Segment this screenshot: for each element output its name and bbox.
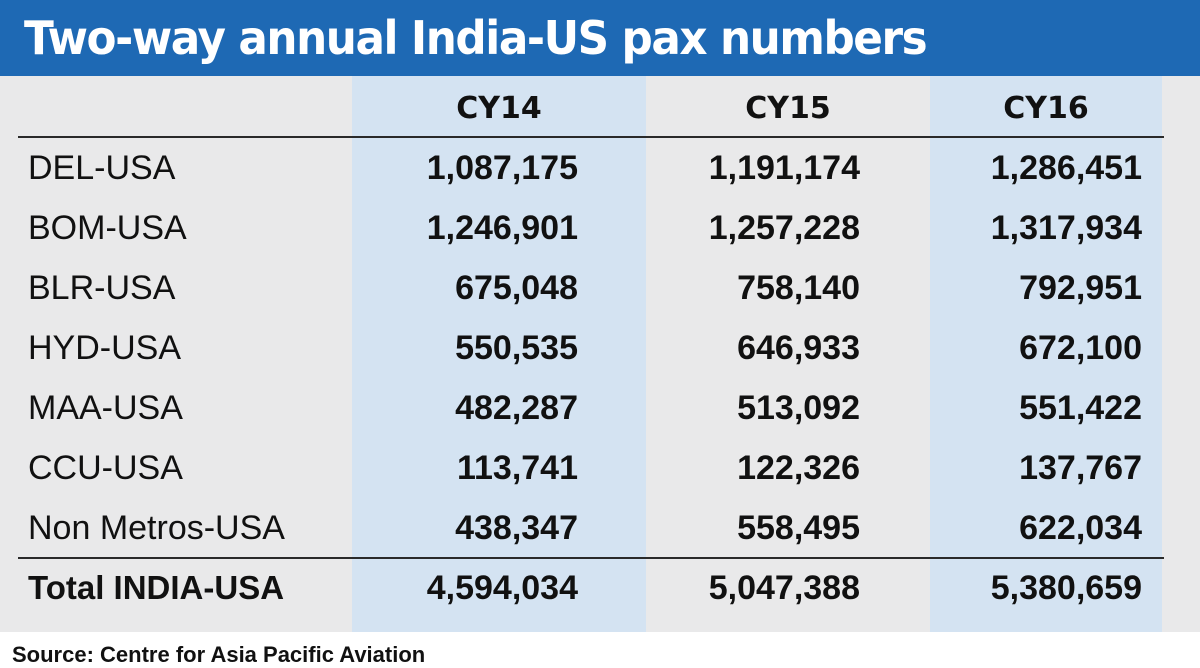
value-cell-cy16: 137,767 — [1019, 448, 1142, 487]
table-row: MAA-USA 482,287 513,092 551,422 — [0, 378, 1200, 438]
column-header-cy15: CY15 — [745, 90, 831, 126]
value-cell-cy14: 1,246,901 — [426, 208, 578, 247]
table-row: Non Metros-USA 438,347 558,495 622,034 — [0, 498, 1200, 558]
data-table: CY14 CY15 CY16 DEL-USA 1,087,175 1,191,174… — [0, 76, 1200, 632]
column-band-cy14 — [352, 76, 646, 632]
value-cell-cy14: 438,347 — [455, 508, 578, 547]
value-cell-cy15: 646,933 — [737, 328, 860, 367]
value-cell-cy14: 482,287 — [455, 388, 578, 427]
value-cell-cy14: 550,535 — [455, 328, 578, 367]
row-label: MAA-USA — [28, 388, 183, 427]
row-label: DEL-USA — [28, 148, 176, 187]
column-header-cy14: CY14 — [456, 90, 542, 126]
value-cell-cy16: 551,422 — [1019, 388, 1142, 427]
value-cell-cy14: 1,087,175 — [426, 148, 578, 187]
value-cell-cy16: 622,034 — [1019, 508, 1142, 547]
table-row: DEL-USA 1,087,175 1,191,174 1,286,451 — [0, 138, 1200, 198]
row-label: CCU-USA — [28, 448, 183, 487]
header-row: CY14 CY15 CY16 — [0, 78, 1200, 138]
header-divider — [18, 136, 1164, 138]
value-cell-cy15: 558,495 — [737, 508, 860, 547]
value-cell-cy15: 122,326 — [737, 448, 860, 487]
value-cell-cy14: 675,048 — [455, 268, 578, 307]
total-row-label: Total INDIA-USA — [28, 569, 285, 606]
column-band-cy16 — [930, 76, 1162, 632]
value-cell-cy15: 758,140 — [737, 268, 860, 307]
value-cell-cy16: 1,317,934 — [990, 208, 1142, 247]
value-cell-cy14: 4,594,034 — [426, 568, 578, 607]
row-label: BLR-USA — [28, 268, 176, 307]
row-label: BOM-USA — [28, 208, 187, 247]
source-note: Source: Centre for Asia Pacific Aviation — [12, 642, 426, 667]
value-cell-cy15: 1,257,228 — [708, 208, 860, 247]
value-cell-cy15: 1,191,174 — [708, 148, 860, 187]
title-bar: Two-way annual India-US pax numbers — [0, 0, 1200, 76]
value-cell-cy16: 1,286,451 — [990, 148, 1142, 187]
column-header-cy16: CY16 — [1003, 90, 1089, 126]
row-label: HYD-USA — [28, 328, 182, 367]
value-cell-cy14: 113,741 — [456, 448, 578, 487]
total-divider — [18, 557, 1164, 559]
value-cell-cy15: 5,047,388 — [708, 568, 860, 607]
value-cell-cy15: 513,092 — [737, 388, 860, 427]
total-row: Total INDIA-USA 4,594,034 5,047,388 5,380,6… — [0, 558, 1200, 618]
value-cell-cy16: 672,100 — [1019, 328, 1142, 367]
table-row: HYD-USA 550,535 646,933 672,100 — [0, 318, 1200, 378]
value-cell-cy16: 792,951 — [1019, 268, 1142, 307]
chart-title: Two-way annual India-US pax numbers — [24, 11, 928, 65]
table-row: CCU-USA 113,741 122,326 137,767 — [0, 438, 1200, 498]
row-label: Non Metros-USA — [28, 508, 285, 547]
table-row: BLR-USA 675,048 758,140 792,951 — [0, 258, 1200, 318]
value-cell-cy16: 5,380,659 — [990, 568, 1142, 607]
table-row: BOM-USA 1,246,901 1,257,228 1,317,934 — [0, 198, 1200, 258]
